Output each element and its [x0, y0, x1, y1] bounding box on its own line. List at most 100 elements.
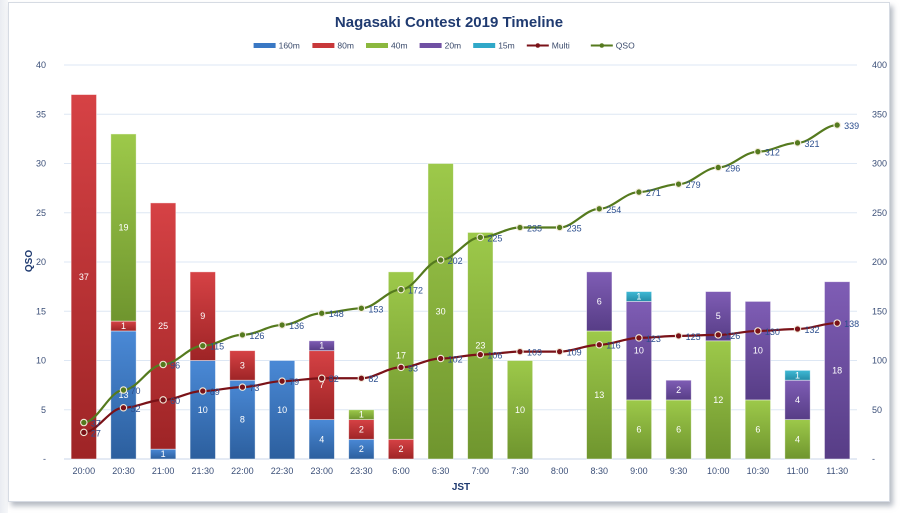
y2-tick-label: 50: [872, 405, 882, 415]
point-label-QSO: 70: [130, 386, 140, 396]
point-label-QSO: 172: [408, 286, 423, 296]
x-tick-label: 8:30: [591, 466, 609, 476]
point-label-Multi: 82: [368, 374, 378, 384]
point-label-Multi: 109: [527, 348, 542, 358]
bar-40m-20:30: [110, 133, 137, 322]
point-QSO: [595, 205, 604, 213]
point-QSO: [714, 163, 722, 172]
bar-40m-9:30: [665, 399, 692, 460]
point-label-QSO: 279: [686, 180, 701, 190]
point-Multi: [436, 354, 445, 363]
y-tick-label: 5: [41, 405, 46, 415]
bar-label: 7: [319, 380, 324, 390]
legend-item-80m: 80m: [312, 41, 354, 51]
point-label-Multi: 60: [170, 396, 180, 406]
y2-tick-label: 400: [872, 60, 887, 70]
y2-tick-label: -: [872, 454, 875, 464]
bar-15m-9:00: [625, 291, 653, 302]
point-Multi: [635, 334, 643, 342]
bar-40m-8:30: [586, 330, 613, 460]
legend-swatch: [366, 43, 388, 48]
x-tick-label: 20:00: [73, 466, 96, 476]
x-tick-label: 23:00: [310, 466, 333, 476]
legend-label: 80m: [337, 41, 354, 51]
point-label-QSO: 312: [765, 148, 780, 158]
x-tick-label: 21:30: [192, 466, 215, 476]
point-Multi: [199, 387, 207, 395]
point-label-QSO: 339: [844, 121, 859, 131]
point-Multi: [317, 374, 326, 382]
point-QSO: [674, 180, 683, 188]
legend-swatch: [253, 43, 276, 48]
y-axis-left: - 5 10 15 20 25 30 35 40: [36, 60, 46, 464]
bar-label: 1: [795, 370, 800, 380]
point-Multi: [793, 325, 802, 333]
point-label-Multi: 106: [487, 351, 502, 361]
y2-tick-label: 100: [872, 356, 887, 366]
y-tick-label: 15: [36, 306, 46, 316]
y-tick-label: 30: [36, 159, 46, 169]
chart-title: Nagasaki Contest 2019 Timeline: [335, 14, 563, 31]
point-QSO: [278, 321, 286, 329]
bar-80m-20:00: [70, 94, 97, 460]
point-label-Multi: 102: [448, 355, 463, 365]
x-tick-label: 6:00: [392, 466, 410, 476]
bar-label: 12: [713, 395, 723, 405]
bar-20m-9:00: [625, 300, 653, 401]
point-Multi: [159, 396, 167, 404]
chart-frame: Nagasaki Contest 2019 Timeline 160m 80m 40…: [8, 2, 890, 502]
point-label-QSO: 321: [805, 139, 820, 149]
x-tick-label: 9:00: [630, 466, 648, 476]
x-tick-label: 7:30: [511, 466, 529, 476]
point-Multi: [674, 332, 683, 340]
bar-20m-10:30: [744, 300, 771, 401]
bar-label: 6: [755, 424, 760, 434]
bars: 3713119125109831047122121730231013661016…: [70, 94, 851, 460]
legend-swatch: [473, 43, 496, 48]
x-axis: 20:00 20:30 21:00 21:30 22:00 22:30 23:00 23:30…: [73, 466, 849, 476]
point-QSO: [476, 233, 485, 242]
point-QSO: [635, 188, 643, 196]
point-Multi: [238, 383, 247, 391]
point-QSO: [317, 309, 326, 317]
bar-label: 4: [795, 395, 800, 405]
point-label-Multi: 138: [844, 319, 859, 329]
point-label-QSO: 225: [487, 233, 502, 243]
y-tick-label: -: [43, 454, 46, 464]
bar-label: 2: [359, 424, 364, 434]
x-tick-label: 11:30: [826, 466, 848, 476]
y-tick-label: 25: [36, 208, 46, 218]
point-QSO: [833, 121, 841, 129]
point-QSO: [80, 418, 88, 427]
bar-label: 10: [198, 405, 208, 415]
bar-label: 6: [597, 296, 602, 306]
legend-swatch: [419, 43, 442, 48]
legend-label: 160m: [279, 41, 300, 51]
x-tick-label: 20:30: [112, 466, 135, 476]
bar-label: 10: [753, 346, 763, 356]
bar-label: 13: [594, 390, 604, 400]
bar-label: 2: [676, 385, 681, 395]
bar-label: 10: [634, 346, 644, 356]
legend-label: 20m: [445, 41, 462, 51]
bar-label: 4: [795, 434, 800, 444]
bar-160m-22:00: [229, 379, 256, 460]
bar-40m-7:00: [467, 232, 494, 460]
bar-40m-10:30: [744, 399, 771, 460]
bar-label: 6: [676, 424, 681, 434]
point-Multi: [595, 340, 604, 349]
point-label-Multi: 27: [91, 428, 101, 438]
point-label-QSO: 115: [210, 342, 224, 352]
point-label-QSO: 235: [527, 224, 542, 234]
legend-marker: [599, 43, 605, 48]
point-label-QSO: 202: [448, 256, 463, 266]
bar-label: 18: [832, 365, 842, 375]
point-label-QSO: 148: [329, 309, 344, 319]
point-QSO: [119, 386, 128, 394]
bar-40m-6:30: [427, 163, 454, 460]
bar-label: 37: [79, 272, 89, 282]
point-Multi: [119, 404, 128, 412]
point-label-Multi: 126: [725, 331, 740, 341]
bar-label: 3: [240, 360, 245, 370]
point-QSO: [199, 341, 207, 350]
